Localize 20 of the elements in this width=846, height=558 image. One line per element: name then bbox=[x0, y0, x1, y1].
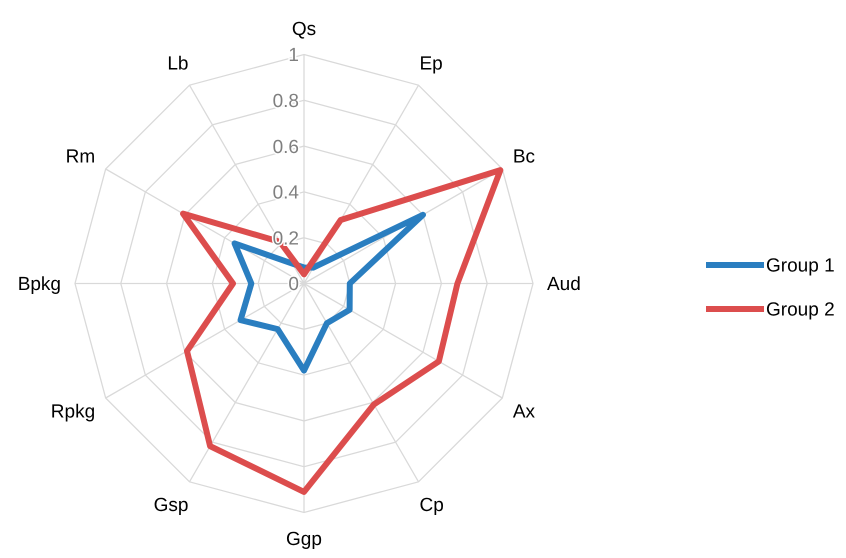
y-tick-label: 0.6 bbox=[272, 136, 299, 158]
spoke-label: Ep bbox=[420, 53, 443, 74]
y-tick-label: 1 bbox=[288, 45, 299, 66]
spoke-label: Rm bbox=[66, 146, 96, 168]
spoke-label: Ax bbox=[512, 402, 536, 423]
spoke-label: Bpkg bbox=[18, 274, 61, 296]
spoke-label: Ggp bbox=[286, 529, 322, 550]
spoke-label: Aud bbox=[547, 274, 581, 296]
y-tick-label: 0 bbox=[288, 274, 299, 296]
y-tick-label: 0.2 bbox=[272, 228, 299, 250]
legend-label: Group 1 bbox=[766, 256, 835, 277]
spoke-label: Rpkg bbox=[50, 402, 96, 423]
spoke-label: Cp bbox=[420, 494, 444, 516]
spoke-label: Qs bbox=[292, 19, 316, 40]
spoke-label: Lb bbox=[167, 53, 188, 74]
y-tick-label: 0.4 bbox=[272, 182, 300, 204]
spoke-label: Bc bbox=[512, 146, 536, 168]
spoke-label: Gsp bbox=[154, 494, 188, 516]
legend-label: Group 2 bbox=[766, 300, 835, 321]
y-tick-label: 0.8 bbox=[272, 90, 299, 112]
